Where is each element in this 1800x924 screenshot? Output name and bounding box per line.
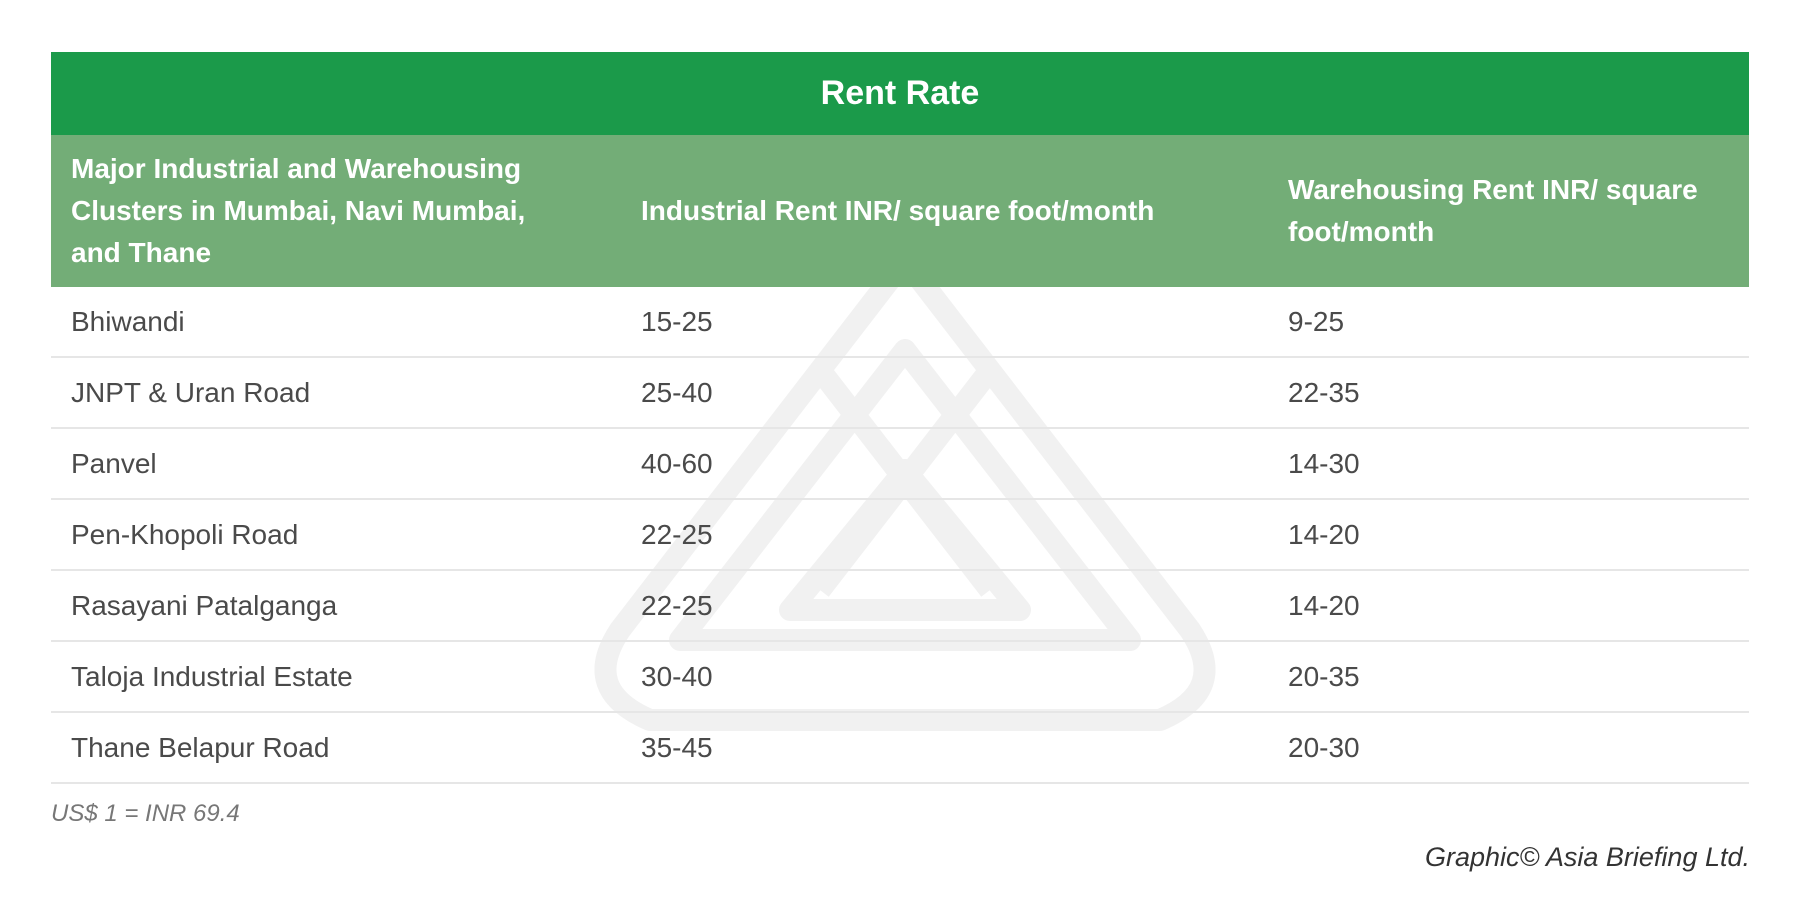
cell-industrial-rent: 35-45 [641, 731, 713, 763]
cell-warehousing-rent: 20-35 [1288, 660, 1360, 692]
exchange-rate-note: US$ 1 = INR 69.4 [51, 800, 240, 827]
cell-industrial-rent: 30-40 [641, 660, 713, 692]
header-clusters: Major Industrial and Warehousing Cluster… [71, 153, 526, 268]
cell-warehousing-rent: 14-30 [1288, 447, 1360, 479]
cell-warehousing-rent: 14-20 [1288, 518, 1360, 550]
cell-industrial-rent: 15-25 [641, 305, 713, 337]
cell-cluster: Thane Belapur Road [71, 731, 330, 763]
cell-cluster: Taloja Industrial Estate [71, 660, 353, 692]
table-row: Thane Belapur Road 35-45 20-30 [51, 713, 1749, 784]
cell-industrial-rent: 22-25 [641, 589, 713, 621]
table-row: Taloja Industrial Estate 30-40 20-35 [51, 642, 1749, 713]
cell-industrial-rent: 40-60 [641, 447, 713, 479]
cell-warehousing-rent: 14-20 [1288, 589, 1360, 621]
cell-cluster: Bhiwandi [71, 305, 185, 337]
cell-cluster: Panvel [71, 447, 157, 479]
table-row: Panvel 40-60 14-30 [51, 429, 1749, 500]
header-warehousing-rent: Warehousing Rent INR/ square foot/month [1288, 174, 1698, 247]
rent-rate-table: Rent Rate Major Industrial and Warehousi… [51, 52, 1749, 784]
cell-cluster: Rasayani Patalganga [71, 589, 338, 621]
table-row: Bhiwandi 15-25 9-25 [51, 287, 1749, 358]
cell-cluster: JNPT & Uran Road [71, 376, 311, 408]
header-industrial-rent: Industrial Rent INR/ square foot/month [641, 195, 1155, 226]
cell-industrial-rent: 22-25 [641, 518, 713, 550]
table-title: Rent Rate [51, 52, 1749, 135]
cell-warehousing-rent: 22-35 [1288, 376, 1360, 408]
table-row: Rasayani Patalganga 22-25 14-20 [51, 571, 1749, 642]
cell-warehousing-rent: 20-30 [1288, 731, 1360, 763]
cell-cluster: Pen-Khopoli Road [71, 518, 299, 550]
table-header-row: Major Industrial and Warehousing Cluster… [51, 135, 1749, 287]
cell-warehousing-rent: 9-25 [1288, 305, 1345, 337]
table-row: Pen-Khopoli Road 22-25 14-20 [51, 500, 1749, 571]
cell-industrial-rent: 25-40 [641, 376, 713, 408]
graphic-credit: Graphic© Asia Briefing Ltd. [1424, 842, 1750, 872]
table-row: JNPT & Uran Road 25-40 22-35 [51, 358, 1749, 429]
